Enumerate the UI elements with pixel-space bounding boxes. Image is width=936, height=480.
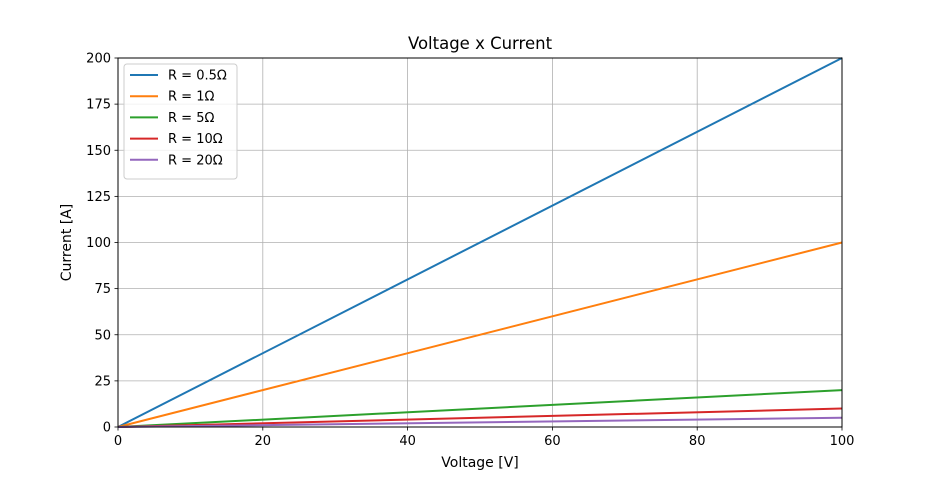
x-tick-label: 40 bbox=[399, 434, 416, 449]
ticks: 0 20 40 60 80 100 0 25 50 75 100 125 150 175 200 bbox=[86, 52, 854, 450]
legend-label: R = 5Ω bbox=[168, 111, 214, 126]
y-tick-label: 25 bbox=[94, 374, 111, 389]
series-line bbox=[117, 416, 843, 428]
series-line bbox=[117, 407, 843, 428]
series-lines bbox=[117, 57, 843, 428]
x-tick-label: 0 bbox=[114, 434, 122, 449]
x-axis-label: Voltage [V] bbox=[441, 455, 518, 471]
y-tick-label: 50 bbox=[94, 328, 111, 343]
series-line bbox=[117, 241, 843, 428]
y-axis-label: Current [A] bbox=[59, 204, 75, 282]
legend: R = 0.5Ω R = 1Ω R = 5Ω R = 10Ω R = 20Ω bbox=[123, 63, 238, 180]
y-tick-label: 175 bbox=[86, 98, 111, 113]
x-tick-label: 100 bbox=[830, 434, 855, 449]
chart-title: Voltage x Current bbox=[408, 34, 553, 53]
series-line bbox=[117, 389, 843, 428]
y-tick-label: 100 bbox=[86, 236, 111, 251]
x-tick-label: 60 bbox=[544, 434, 561, 449]
y-tick-label: 150 bbox=[86, 144, 111, 159]
legend-label: R = 0.5Ω bbox=[168, 69, 227, 84]
y-tick-label: 75 bbox=[94, 282, 111, 297]
x-tick-label: 20 bbox=[255, 434, 272, 449]
x-tick-label: 80 bbox=[689, 434, 706, 449]
y-tick-label: 0 bbox=[103, 421, 111, 436]
legend-label: R = 20Ω bbox=[168, 153, 223, 168]
legend-box bbox=[123, 63, 238, 180]
legend-label: R = 10Ω bbox=[168, 132, 223, 147]
y-tick-label: 125 bbox=[86, 190, 111, 205]
legend-label: R = 1Ω bbox=[168, 90, 214, 105]
series-line bbox=[117, 57, 843, 428]
y-tick-label: 200 bbox=[86, 52, 111, 67]
